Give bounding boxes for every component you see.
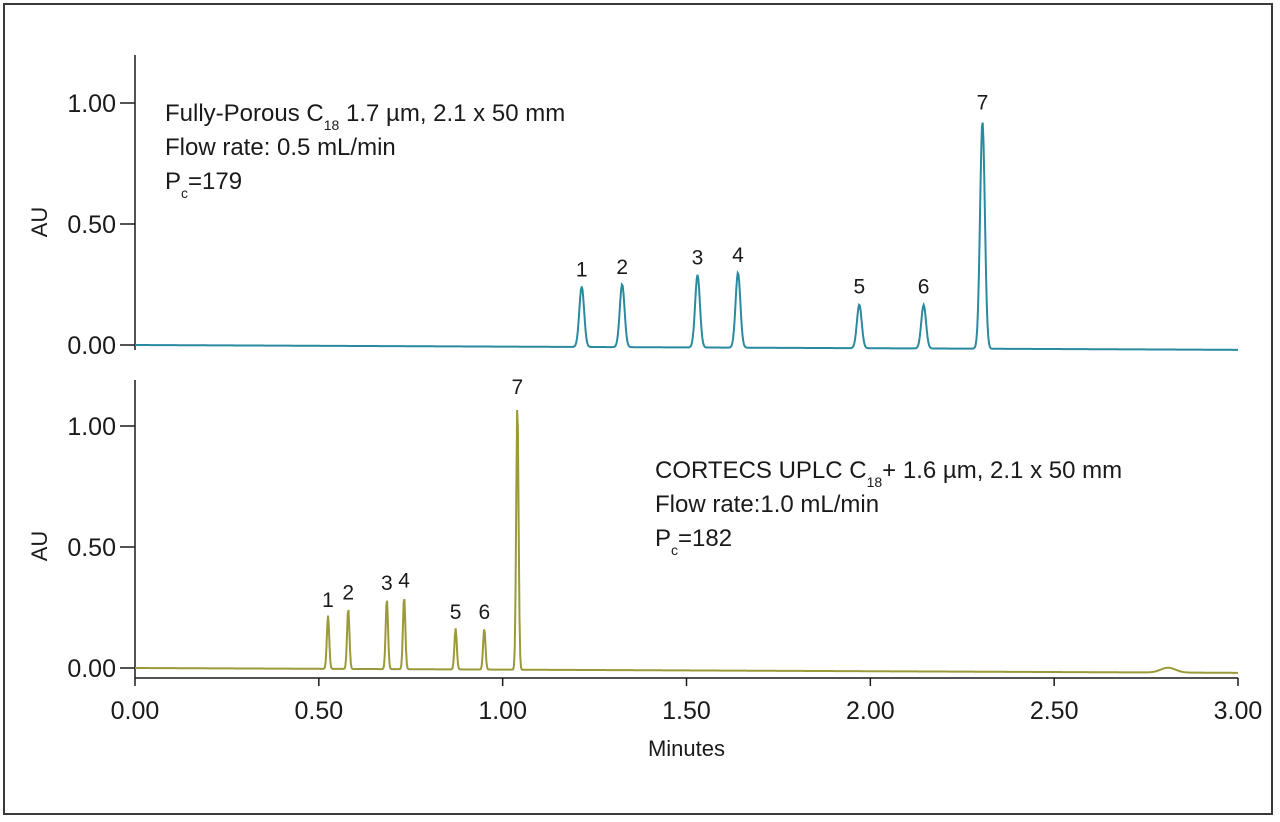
y-tick-label: 0.50 — [67, 211, 116, 239]
peak-label-4: 4 — [398, 569, 410, 592]
peak-label-6: 6 — [918, 275, 930, 298]
chromatogram-trace — [135, 122, 1238, 351]
y-axis-title: AU — [27, 531, 52, 562]
flow-rate: Flow rate: 0.5 mL/min — [165, 134, 396, 161]
x-tick-label: 0.50 — [294, 697, 343, 725]
peak-label-2: 2 — [616, 256, 628, 279]
flow-rate: Flow rate:1.0 mL/min — [655, 491, 879, 518]
peak-label-6: 6 — [478, 601, 490, 624]
peak-label-7: 7 — [512, 376, 524, 399]
x-tick-label: 0.00 — [111, 697, 160, 725]
peak-capacity: Pc=179 — [165, 168, 242, 201]
y-tick-label: 0.00 — [67, 655, 116, 683]
x-tick-label: 1.50 — [662, 697, 711, 725]
column-description: Fully-Porous C18 1.7 µm, 2.1 x 50 mm — [165, 100, 565, 133]
peak-label-1: 1 — [576, 259, 588, 282]
x-tick-label: 1.00 — [478, 697, 527, 725]
peak-label-5: 5 — [853, 275, 865, 298]
y-tick-label: 0.00 — [67, 332, 116, 360]
y-axis-title: AU — [27, 207, 52, 238]
y-tick-label: 1.00 — [67, 413, 116, 441]
figure-frame — [3, 3, 1273, 815]
chromatogram-trace — [135, 409, 1238, 674]
peak-label-3: 3 — [381, 572, 393, 595]
column-description: CORTECS UPLC C18+ 1.6 µm, 2.1 x 50 mm — [655, 457, 1122, 490]
peak-label-2: 2 — [342, 582, 354, 605]
peak-label-1: 1 — [322, 589, 334, 612]
x-axis: 0.00 0.50 1.00 1.50 2.00 2.50 3.00 Minutes — [111, 677, 1263, 761]
x-tick-label: 2.50 — [1030, 697, 1079, 725]
y-tick-label: 0.50 — [67, 534, 116, 562]
top-chromatogram-panel: 0.00 0.50 1.00 AU 1 2 3 4 5 6 7 Fully-Porous C18 1.… — [27, 55, 1238, 360]
bottom-chromatogram-panel: 0.00 0.50 1.00 AU 1 2 3 4 5 6 7 CORTECS UPLC C18+ 1… — [27, 376, 1238, 683]
peak-label-5: 5 — [450, 601, 462, 624]
y-tick-label: 1.00 — [67, 90, 116, 118]
peak-label-3: 3 — [692, 246, 704, 269]
peak-label-7: 7 — [977, 92, 989, 115]
peak-capacity: Pc=182 — [655, 525, 732, 558]
x-tick-label: 3.00 — [1214, 697, 1263, 725]
peak-label-4: 4 — [732, 244, 744, 267]
x-axis-title: Minutes — [648, 736, 725, 761]
x-tick-label: 2.00 — [846, 697, 895, 725]
